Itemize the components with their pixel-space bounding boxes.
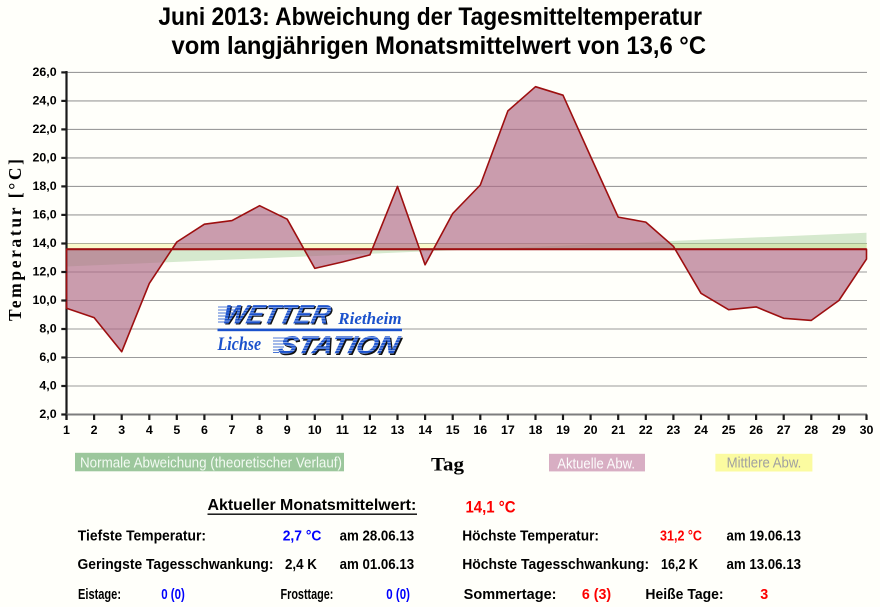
svg-text:27: 27 <box>777 423 791 437</box>
svg-text:am 01.06.13: am 01.06.13 <box>340 557 415 573</box>
svg-text:1: 1 <box>63 423 70 437</box>
svg-text:9: 9 <box>284 423 291 437</box>
svg-text:11: 11 <box>336 423 349 437</box>
svg-text:Mittlere Abw.: Mittlere Abw. <box>727 456 802 472</box>
svg-text:16,0: 16,0 <box>32 208 56 222</box>
svg-text:6 (3): 6 (3) <box>582 587 612 603</box>
svg-text:2,0: 2,0 <box>39 407 56 421</box>
svg-text:21: 21 <box>611 423 625 437</box>
svg-text:24,0: 24,0 <box>32 94 56 108</box>
svg-text:17: 17 <box>501 423 515 437</box>
svg-text:24: 24 <box>694 423 708 437</box>
svg-text:3: 3 <box>760 587 768 603</box>
svg-text:8,0: 8,0 <box>39 322 56 336</box>
svg-text:am 19.06.13: am 19.06.13 <box>727 528 802 544</box>
svg-text:Frosttage:: Frosttage: <box>281 587 334 603</box>
svg-text:Tag: Tag <box>431 456 465 476</box>
svg-text:12,0: 12,0 <box>32 265 56 279</box>
svg-text:Sommertage:: Sommertage: <box>464 587 557 603</box>
svg-text:2: 2 <box>91 423 98 437</box>
svg-text:4,0: 4,0 <box>39 379 56 393</box>
svg-text:10,0: 10,0 <box>32 293 56 307</box>
svg-text:Höchste Tagesschwankung:: Höchste Tagesschwankung: <box>462 557 649 573</box>
svg-text:10: 10 <box>308 423 322 437</box>
svg-text:Höchste Temperatur:: Höchste Temperatur: <box>462 528 599 544</box>
svg-text:Heiße Tage:: Heiße Tage: <box>645 587 723 603</box>
svg-text:26: 26 <box>749 423 763 437</box>
svg-text:18: 18 <box>529 423 543 437</box>
svg-text:Juni 2013: Abweichung der Tage: Juni 2013: Abweichung der Tagesmitteltem… <box>158 3 702 31</box>
svg-text:4: 4 <box>146 423 153 437</box>
svg-text:Normale Abweichung (theoretisc: Normale Abweichung (theoretischer Verlau… <box>80 455 342 471</box>
svg-text:8: 8 <box>256 423 263 437</box>
svg-text:5: 5 <box>173 423 180 437</box>
svg-text:23: 23 <box>667 423 681 437</box>
svg-text:WETTER: WETTER <box>221 300 336 331</box>
svg-text:am 28.06.13: am 28.06.13 <box>340 528 415 544</box>
svg-text:29: 29 <box>832 423 846 437</box>
svg-text:13: 13 <box>391 423 405 437</box>
svg-text:Geringste Tagesschwankung:: Geringste Tagesschwankung: <box>78 557 274 573</box>
svg-text:2,4 K: 2,4 K <box>285 557 317 573</box>
svg-text:Tiefste Temperatur:: Tiefste Temperatur: <box>78 528 206 544</box>
svg-text:0 (0): 0 (0) <box>386 587 410 603</box>
svg-text:19: 19 <box>556 423 570 437</box>
svg-text:26,0: 26,0 <box>32 65 56 79</box>
svg-text:Lichse: Lichse <box>217 334 261 355</box>
svg-text:0 (0): 0 (0) <box>161 587 185 603</box>
svg-text:vom langjährigen Monatsmittelw: vom langjährigen Monatsmittelwert von 13… <box>172 32 707 60</box>
svg-text:30: 30 <box>860 423 874 437</box>
svg-text:28: 28 <box>804 423 818 437</box>
svg-text:am 13.06.13: am 13.06.13 <box>727 557 802 573</box>
svg-text:6: 6 <box>201 423 208 437</box>
svg-text:15: 15 <box>446 423 460 437</box>
svg-text:14: 14 <box>418 423 432 437</box>
svg-text:STATION: STATION <box>276 332 404 360</box>
svg-text:14,1 °C: 14,1 °C <box>466 498 516 517</box>
svg-text:25: 25 <box>722 423 736 437</box>
svg-text:22,0: 22,0 <box>32 122 56 136</box>
svg-text:6,0: 6,0 <box>39 350 56 364</box>
svg-text:20: 20 <box>584 423 598 437</box>
svg-text:Eistage:: Eistage: <box>78 587 121 603</box>
svg-text:12: 12 <box>363 423 377 437</box>
svg-text:14,0: 14,0 <box>32 236 56 250</box>
svg-text:Temperatur [°C]: Temperatur [°C] <box>5 159 25 321</box>
svg-text:7: 7 <box>229 423 236 437</box>
svg-text:22: 22 <box>639 423 653 437</box>
svg-text:31,2 °C: 31,2 °C <box>660 528 702 544</box>
svg-text:3: 3 <box>118 423 125 437</box>
svg-text:Aktueller Monatsmittelwert:: Aktueller Monatsmittelwert: <box>208 497 417 514</box>
svg-text:WETTER: WETTER <box>220 299 335 330</box>
svg-text:16: 16 <box>473 423 487 437</box>
svg-text:16,2 K: 16,2 K <box>661 557 699 573</box>
svg-text:20,0: 20,0 <box>32 151 56 165</box>
svg-text:STATION: STATION <box>277 333 405 361</box>
svg-text:2,7 °C: 2,7 °C <box>283 528 322 544</box>
svg-text:18,0: 18,0 <box>32 179 56 193</box>
svg-text:Rietheim: Rietheim <box>337 309 401 328</box>
svg-text:Aktuelle Abw.: Aktuelle Abw. <box>557 456 635 472</box>
